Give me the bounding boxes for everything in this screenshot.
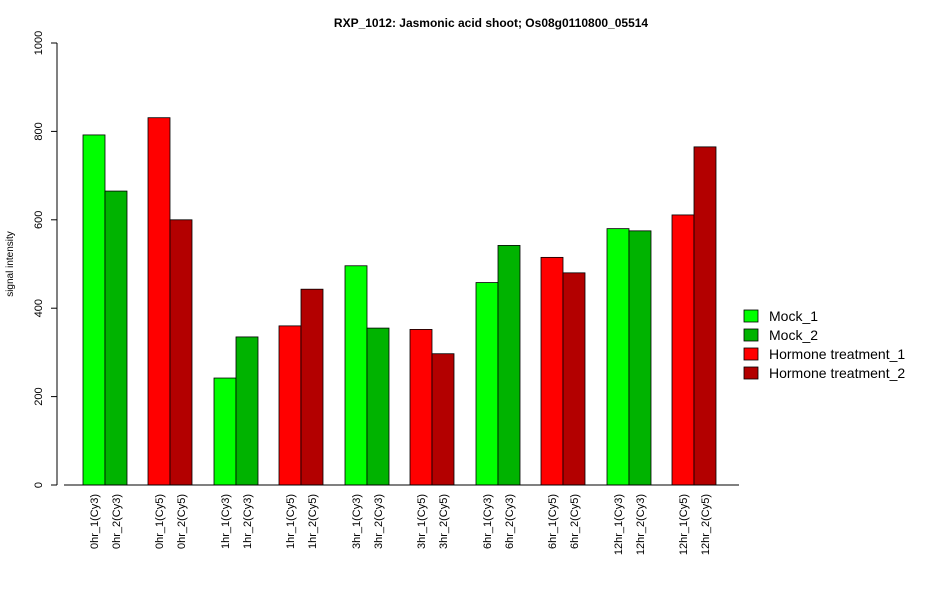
y-tick-label: 600 [33, 211, 45, 229]
bar [671, 214, 695, 486]
y-axis: 0 200 400 600 800 1000 [33, 31, 58, 488]
x-tick-label: 6hr_2(Cy5) [569, 494, 581, 549]
x-tick-label: 3hr_1(Cy3) [351, 494, 363, 549]
x-tick-label: 3hr_2(Cy3) [373, 494, 385, 549]
x-tick-label: 12hr_1(Cy3) [613, 494, 625, 555]
bar [606, 228, 630, 486]
bar [693, 146, 717, 486]
x-tick-label: 12hr_2(Cy3) [635, 494, 647, 555]
legend: Mock_1 Mock_2 Hormone treatment_1 Hormone t… [743, 308, 905, 381]
x-tick-label: 1hr_2(Cy5) [307, 494, 319, 549]
bar [169, 219, 193, 486]
y-tick-label: 400 [33, 299, 45, 317]
y-tick-label: 1000 [33, 31, 45, 55]
x-tick-label: 0hr_2(Cy3) [111, 494, 123, 549]
x-tick-label: 12hr_1(Cy5) [678, 494, 690, 555]
x-tick-label: 6hr_1(Cy5) [547, 494, 559, 549]
bar [235, 336, 259, 486]
bar [409, 329, 433, 486]
legend-label: Mock_2 [769, 327, 818, 343]
chart-title: RXP_1012: Jasmonic acid shoot; Os08g0110… [334, 16, 649, 30]
y-tick-label: 200 [33, 387, 45, 405]
bars [82, 117, 717, 486]
x-tick-label: 3hr_1(Cy5) [416, 494, 428, 549]
bar [475, 282, 499, 486]
x-tick-label: 0hr_1(Cy5) [154, 494, 166, 549]
bar [147, 117, 171, 486]
legend-label: Mock_1 [769, 308, 818, 324]
x-tick-label: 6hr_2(Cy3) [504, 494, 516, 549]
y-tick-label: 800 [33, 122, 45, 140]
bar [628, 230, 652, 486]
y-axis-title: signal intensity [5, 231, 16, 297]
bar [300, 288, 324, 486]
bar [104, 190, 128, 486]
x-tick-labels: 0hr_1(Cy3) 0hr_2(Cy3) 0hr_1(Cy5) 0hr_2(Cy5)… [89, 494, 712, 555]
legend-label: Hormone treatment_1 [769, 346, 905, 362]
bar [344, 265, 368, 486]
bar [497, 245, 521, 486]
bar [431, 353, 455, 486]
x-tick-label: 0hr_1(Cy3) [89, 494, 101, 549]
bar [540, 256, 564, 486]
x-tick-label: 1hr_1(Cy3) [220, 494, 232, 549]
x-tick-label: 3hr_2(Cy5) [438, 494, 450, 549]
x-tick-label: 6hr_1(Cy3) [482, 494, 494, 549]
x-tick-label: 1hr_1(Cy5) [285, 494, 297, 549]
bar [366, 327, 390, 486]
x-tick-label: 1hr_2(Cy3) [242, 494, 254, 549]
y-tick-label: 0 [33, 482, 45, 488]
legend-label: Hormone treatment_2 [769, 365, 905, 381]
bar [278, 325, 302, 486]
x-tick-label: 12hr_2(Cy5) [700, 494, 712, 555]
legend-swatch [743, 347, 759, 361]
bar [562, 272, 586, 486]
x-tick-label: 0hr_2(Cy5) [176, 494, 188, 549]
bar [213, 377, 237, 486]
legend-swatch [743, 309, 759, 323]
legend-swatch [743, 328, 759, 342]
legend-swatch [743, 366, 759, 380]
bar [82, 134, 106, 486]
